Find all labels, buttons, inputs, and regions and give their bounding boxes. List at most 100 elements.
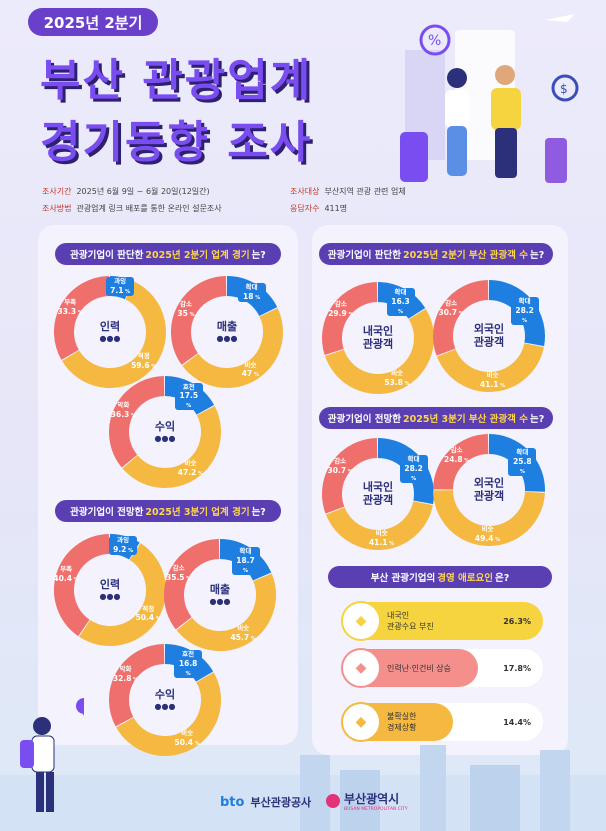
donut-slice-down [322, 282, 378, 355]
donut-center-label: 인력 ●●● [99, 578, 121, 601]
title-line-2: 경기동향 조사 [40, 117, 313, 168]
donut-slice-flat [79, 543, 166, 646]
people-icon: ●●● [99, 591, 121, 601]
donut-slice-down [322, 438, 378, 514]
donut-center-text: 외국인 [473, 322, 505, 336]
slice-label-flat: 적정 59.6 % [131, 352, 157, 371]
slice-label-flat: 비슷 50.4 % [174, 729, 200, 748]
difficulty-row: ◆ 불확실한 경제상황 14.4% [341, 702, 543, 742]
slice-label-up: 확대 18 % [237, 283, 266, 302]
slice-label-flat: 비슷 47 % [241, 360, 259, 379]
q3-economy-title: 관광기업이 전망한 2025년 3분기 업계 경기 는? [55, 500, 281, 522]
donut-center-label: 인력 ●●● [99, 320, 121, 343]
donut-chart: 수익 ●●● 호전 17.5 % 비슷 47.2 % 악화 36.3 % [105, 372, 225, 492]
donut-slice-flat [436, 342, 544, 392]
donut-slice-down [433, 434, 489, 491]
slice-label-up: 확대 18.7 % [231, 546, 260, 575]
donut-slice-flat [176, 573, 276, 651]
q2-tourists-title: 관광기업이 판단한 2025년 2분기 부산 관광객 수 는? [319, 243, 553, 265]
donut-chart: 수익 ●●● 호전 16.8 % 비슷 50.4 % 악화 32.8 % [105, 640, 225, 760]
slice-label-up: 확대 28.2 % [399, 454, 428, 483]
title-line-1: 부산 관광업계 [40, 55, 313, 106]
donut-slice-flat [324, 308, 434, 394]
slice-label-up: 과잉 9.2 % [109, 535, 138, 555]
donut-chart: 내국인 관광객 확대 28.2 % 비슷 41.1 % 감소 30.7 % [318, 434, 438, 554]
slice-label-down: 부족 40.4 % [53, 565, 79, 584]
donut-slice-down [164, 539, 220, 630]
donut-center-text: 매출 [209, 583, 231, 597]
slice-label-down: 부족 33.3 % [57, 297, 83, 316]
city-skyline-illustration [0, 745, 606, 831]
slice-label-down: 감소 35 % [177, 300, 195, 318]
donut-chart: 외국인 관광객 확대 25.8 % 비슷 49.4 % 감소 24.8 % [429, 430, 549, 550]
slice-label-down: 감소 24.8 % [444, 446, 470, 465]
quarter-badge: 2025년 2분기 [28, 8, 158, 36]
difficulties-title: 부산 관광기업의 경영 애로요인 은? [328, 566, 552, 588]
travelers-illustration: % $ [400, 14, 579, 183]
people-icon: ●●● [209, 596, 231, 606]
svg-text:$: $ [560, 82, 568, 96]
busan-city-emblem-icon [326, 794, 340, 808]
difficulty-percent: 26.3% [503, 616, 531, 626]
people-decline-icon: ◆ [341, 601, 381, 641]
slice-label-down: 감소 30.7 % [327, 456, 353, 475]
donut-center-text: 외국인 [473, 476, 505, 490]
difficulty-percent: 17.8% [503, 663, 531, 673]
donut-slice-flat [122, 406, 221, 488]
survey-respondents: 응답자수 411명 [290, 204, 348, 213]
slice-label-flat: 비슷 45.7 % [230, 623, 256, 642]
donut-slice-flat [62, 281, 166, 388]
people-icon: ●●● [99, 333, 121, 343]
survey-method: 조사방법 관광업계 링크 배포를 통한 온라인 설문조사 [42, 204, 222, 213]
donut-center-text: 관광객 [473, 335, 505, 348]
donut-slice-down [54, 534, 110, 637]
donut-chart: 외국인 관광객 확대 28.2 % 비슷 41.1 % 감소 30.7 % [429, 276, 549, 396]
donut-center-text: 수익 [154, 420, 176, 434]
donut-center-label: 수익 ●●● [154, 420, 176, 443]
donut-center-text: 수익 [154, 688, 176, 702]
donut-center-label: 외국인 관광객 [474, 323, 504, 348]
donut-chart: 인력 ●●● 과잉 9.2 % 적정 50.4 % 부족 40.4 % [50, 530, 170, 650]
q3-tourists-title: 관광기업이 전망한 2025년 3분기 부산 관광객 수 는? [319, 407, 553, 429]
donut-chart: 매출 ●●● 확대 18.7 % 비슷 45.7 % 감소 35.5 % [160, 535, 280, 655]
slice-label-flat: 적정 50.4 % [135, 604, 161, 623]
donut-slice-down [109, 644, 165, 727]
donut-center-label: 내국인 관광객 [363, 481, 393, 506]
people-icon: ●●● [154, 701, 176, 711]
donut-slice-down [54, 276, 110, 360]
slice-label-up: 확대 25.8 % [508, 448, 537, 477]
difficulty-label: 불확실한 경제상황 [387, 712, 417, 732]
donut-center-text: 인력 [99, 578, 121, 592]
donut-center-label: 외국인 관광객 [474, 477, 504, 502]
difficulty-label: 인력난·인건비 상승 [387, 663, 451, 673]
donut-chart: 인력 ●●● 과잉 7.1 % 적정 59.6 % 부족 33.3 % [50, 272, 170, 392]
uncertain-economy-icon: ◆ [341, 702, 381, 742]
donut-center-text: 내국인 [362, 324, 394, 338]
people-icon: ●●● [216, 333, 238, 343]
donut-slice-flat [433, 489, 545, 546]
donut-slice-down [109, 376, 165, 468]
difficulty-percent: 14.4% [503, 717, 531, 727]
difficulty-row: ◆ 내국인 관광수요 부진 26.3% [341, 601, 543, 641]
slice-label-down: 악화 36.3 % [110, 401, 137, 420]
slice-label-up: 과잉 7.1 % [106, 277, 135, 296]
q2-economy-title: 관광기업이 판단한 2025년 2분기 업계 경기 는? [55, 243, 281, 265]
slice-label-flat: 비슷 47.2 % [177, 459, 204, 478]
traveler-illustration [20, 698, 84, 812]
difficulty-row: ◆ 인력난·인건비 상승 17.8% [341, 648, 543, 688]
slice-label-up: 호전 16.8 % [174, 650, 203, 679]
donut-slice-flat [116, 672, 221, 757]
donut-center-label: 매출 ●●● [216, 320, 238, 343]
bto-logo: bto 부산관광공사 [220, 794, 312, 810]
donut-center-text: 관광객 [473, 489, 505, 502]
slice-label-down: 감소 29.9 % [328, 299, 354, 318]
people-icon: ●●● [154, 433, 176, 443]
donut-center-text: 관광객 [362, 493, 394, 506]
donut-center-label: 매출 ●●● [209, 583, 231, 606]
slice-label-flat: 비슷 41.1 % [479, 370, 506, 389]
slice-label-down: 악화 32.8 % [112, 665, 139, 684]
busan-city-logo: 부산광역시 BUSAN METROPOLITAN CITY [326, 790, 408, 812]
difficulty-label: 내국인 관광수요 부진 [387, 611, 434, 631]
donut-slice-down [433, 280, 489, 356]
slice-label-up: 호전 17.5 % [174, 382, 203, 411]
